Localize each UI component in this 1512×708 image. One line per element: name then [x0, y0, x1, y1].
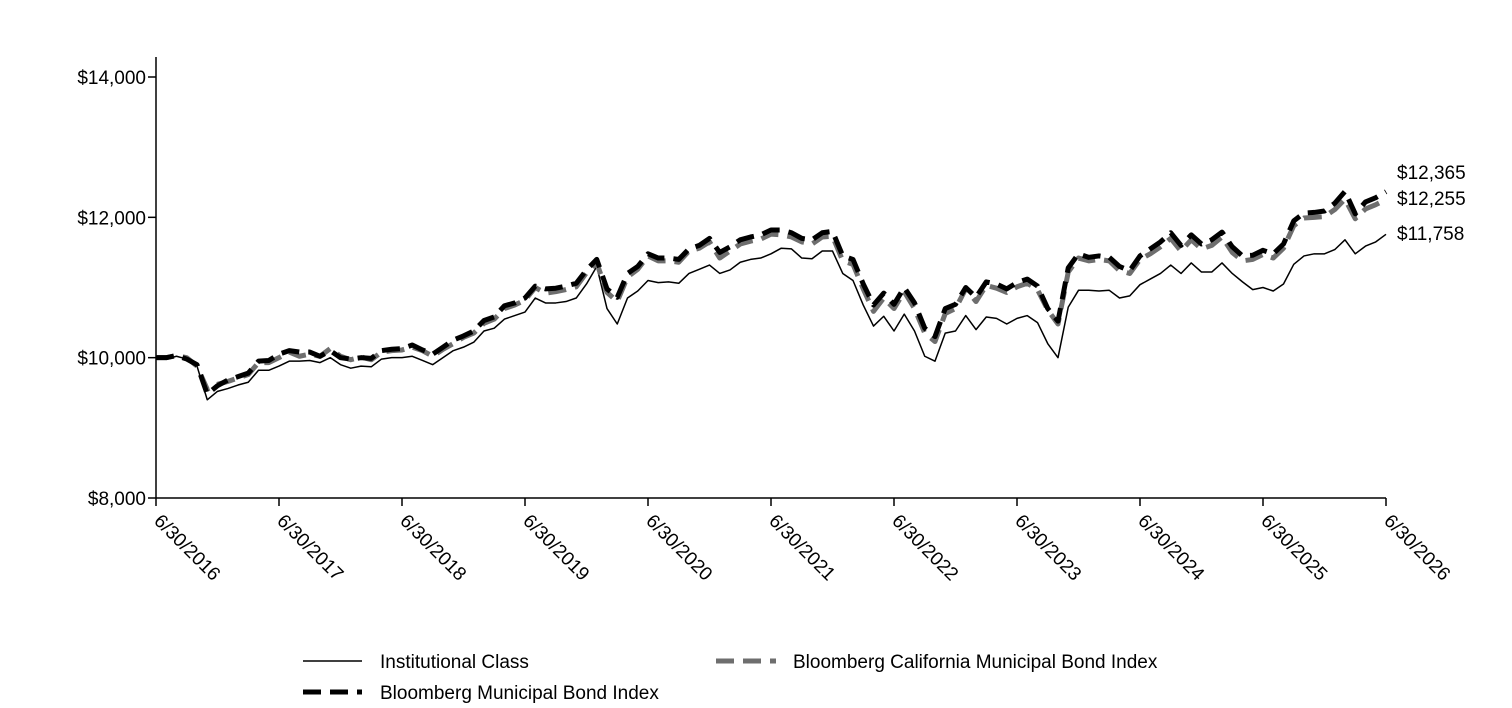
x-axis-ticks: 6/30/2016 6/30/2017 6/30/2018 6/30/2019 6/30… [149, 498, 1454, 586]
y-tick-label: $14,000 [77, 68, 146, 89]
legend-label: Institutional Class [380, 652, 529, 673]
x-tick-label: 6/30/2023 [1010, 511, 1085, 586]
y-tick-label: $10,000 [77, 349, 146, 370]
end-value-label: $12,365 [1397, 163, 1466, 184]
series-line-solid-thin [155, 233, 1387, 401]
legend-label: Bloomberg Municipal Bond Index [380, 683, 659, 704]
end-value-label: $12,255 [1397, 189, 1466, 210]
x-tick-label: 6/30/2022 [887, 511, 962, 586]
x-tick-label: 6/30/2019 [518, 511, 593, 586]
x-tick-label: 6/30/2016 [149, 511, 224, 586]
y-tick-label: $12,000 [77, 208, 146, 229]
chart-axes [155, 57, 1386, 499]
series-line-dashed-gray [156, 196, 1388, 392]
x-tick-label: 6/30/2025 [1256, 511, 1331, 586]
x-tick-label: 6/30/2026 [1379, 511, 1454, 586]
series-layer [155, 188, 1388, 401]
x-tick-label: 6/30/2021 [764, 511, 839, 586]
end-value-labels: $12,365 $12,255 $11,758 [1397, 163, 1466, 245]
legend-label: Bloomberg California Municipal Bond Inde… [793, 652, 1158, 673]
x-tick-label: 6/30/2018 [395, 511, 470, 586]
end-value-label: $11,758 [1397, 224, 1464, 245]
x-tick-label: 6/30/2024 [1133, 511, 1208, 586]
x-tick-label: 6/30/2020 [641, 511, 716, 586]
legend: Institutional Class Bloomberg California … [303, 652, 1158, 704]
x-tick-label: 6/30/2017 [272, 511, 347, 586]
y-axis-ticks: $8,000 $10,000 $12,000 $14,000 [77, 68, 156, 510]
series-line-dashed-black [156, 188, 1388, 397]
y-tick-label: $8,000 [88, 489, 146, 510]
